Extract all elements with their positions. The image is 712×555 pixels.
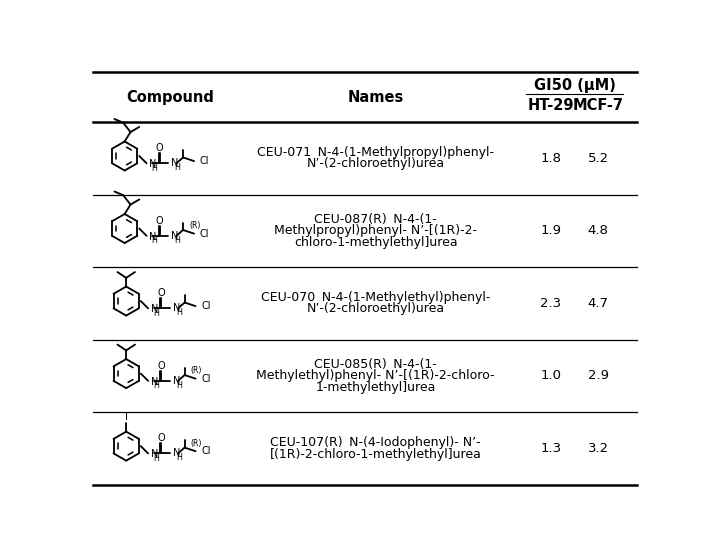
Text: H: H [153,454,159,463]
Text: H: H [174,236,180,245]
Text: O: O [157,288,165,298]
Text: 3.2: 3.2 [587,442,609,455]
Text: N: N [151,449,158,459]
Text: 1.9: 1.9 [540,224,561,238]
Text: H: H [153,309,159,318]
Text: CEU-071  N-4-(1-Methylpropyl)phenyl-: CEU-071 N-4-(1-Methylpropyl)phenyl- [257,146,494,159]
Text: 1.0: 1.0 [540,370,561,382]
Text: Cl: Cl [201,374,211,384]
Text: O: O [156,143,164,153]
Text: GI50 (μM): GI50 (μM) [533,78,615,93]
Text: O: O [156,215,164,225]
Text: 4.8: 4.8 [587,224,609,238]
Text: N: N [150,159,157,169]
Text: Names: Names [347,89,404,104]
Text: N: N [173,304,180,314]
Text: (R): (R) [190,439,201,448]
Text: 1.3: 1.3 [540,442,562,455]
Text: HT-29: HT-29 [528,98,574,113]
Text: N: N [150,231,157,241]
Text: N: N [151,304,158,314]
Text: Methylethyl)phenyl- N’-[(1R)-2-chloro-: Methylethyl)phenyl- N’-[(1R)-2-chloro- [256,370,495,382]
Text: N: N [172,231,179,241]
Text: N: N [173,376,180,386]
Text: MCF-7: MCF-7 [572,98,624,113]
Text: Cl: Cl [200,229,209,239]
Text: H: H [152,236,157,245]
Text: O: O [157,433,165,443]
Text: (R): (R) [190,366,201,375]
Text: 1.8: 1.8 [540,152,561,165]
Text: CEU-107(R)  N-(4-Iodophenyl)- N’-: CEU-107(R) N-(4-Iodophenyl)- N’- [271,436,481,450]
Text: H: H [176,308,182,317]
Text: 5.2: 5.2 [587,152,609,165]
Text: N: N [172,158,179,168]
Text: Cl: Cl [200,156,209,166]
Text: 2.9: 2.9 [587,370,609,382]
Text: N: N [151,377,158,387]
Text: Methylpropyl)phenyl- N’-[(1R)-2-: Methylpropyl)phenyl- N’-[(1R)-2- [274,224,477,238]
Text: N’-(2-chloroethyl)urea: N’-(2-chloroethyl)urea [307,302,445,315]
Text: O: O [157,361,165,371]
Text: H: H [176,381,182,390]
Text: H: H [153,381,159,390]
Text: Compound: Compound [127,89,214,104]
Text: 4.7: 4.7 [587,297,609,310]
Text: CEU-085(R)  N-4-(1-: CEU-085(R) N-4-(1- [315,358,437,371]
Text: CEU-070  N-4-(1-Methylethyl)phenyl-: CEU-070 N-4-(1-Methylethyl)phenyl- [261,291,491,304]
Text: CEU-087(R)  N-4-(1-: CEU-087(R) N-4-(1- [315,213,437,226]
Text: 2.3: 2.3 [540,297,562,310]
Text: H: H [176,453,182,462]
Text: I: I [125,412,127,422]
Text: Cl: Cl [201,301,211,311]
Text: (R): (R) [189,221,200,230]
Text: N’-(2-chloroethyl)urea: N’-(2-chloroethyl)urea [307,158,445,170]
Text: Cl: Cl [201,446,211,456]
Text: N: N [173,448,180,458]
Text: H: H [152,164,157,173]
Text: chloro-1-methylethyl]urea: chloro-1-methylethyl]urea [294,235,458,249]
Text: 1-methylethyl]urea: 1-methylethyl]urea [315,381,436,393]
Text: H: H [174,163,180,172]
Text: [(1R)-2-chloro-1-methylethyl]urea: [(1R)-2-chloro-1-methylethyl]urea [270,447,482,461]
